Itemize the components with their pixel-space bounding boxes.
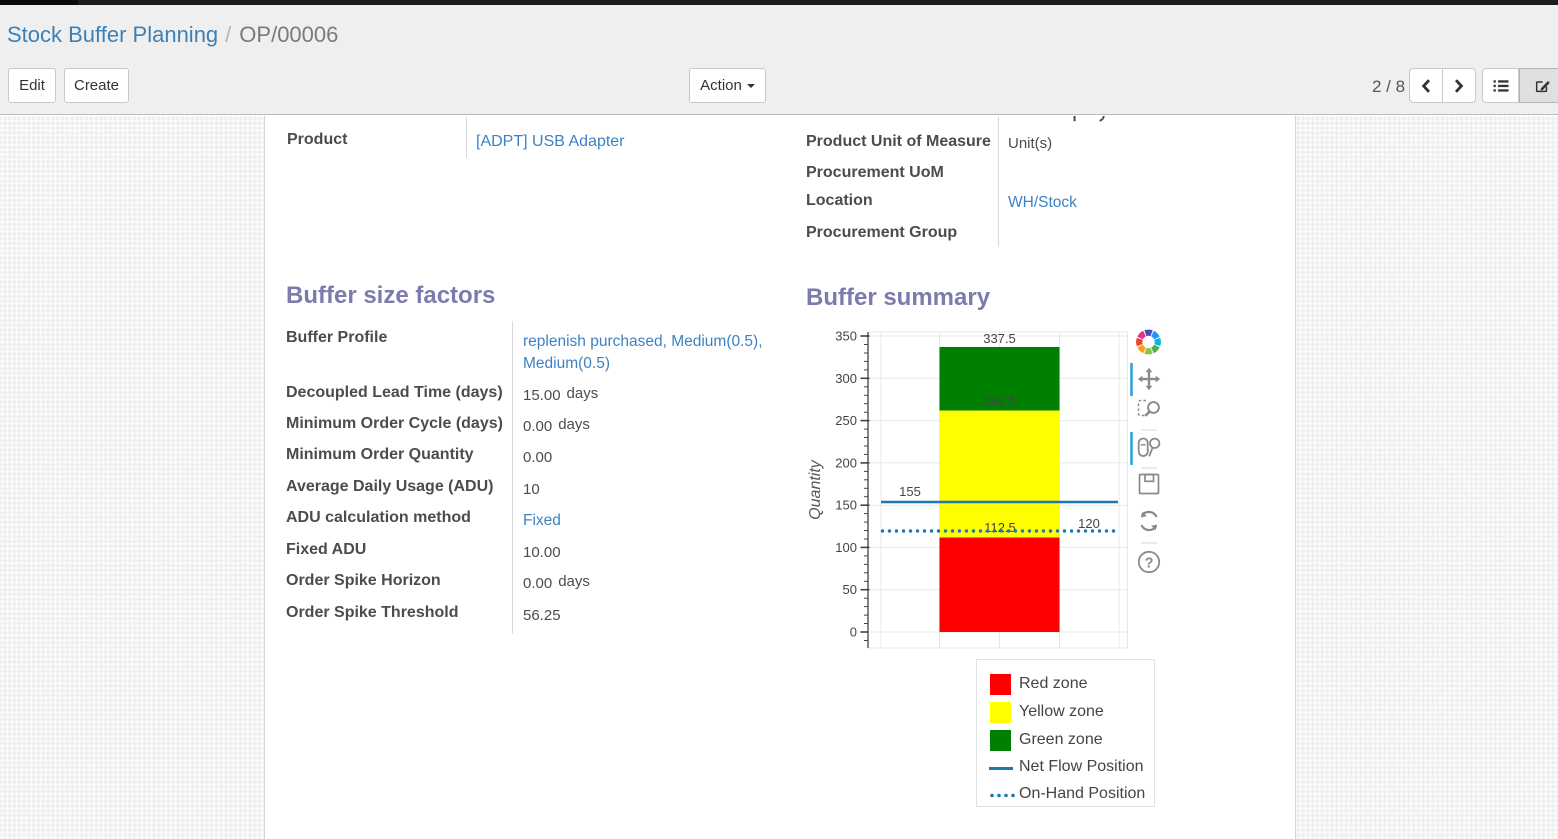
svg-text:150: 150 — [835, 498, 857, 513]
svg-text:350: 350 — [835, 329, 857, 344]
svg-text:50: 50 — [843, 582, 857, 597]
svg-text:250: 250 — [835, 413, 857, 428]
svg-text:120: 120 — [1078, 516, 1100, 531]
svg-text:200: 200 — [835, 455, 857, 470]
svg-text:112.5: 112.5 — [984, 520, 1016, 535]
svg-text:155: 155 — [899, 484, 921, 499]
svg-text:300: 300 — [835, 371, 857, 386]
svg-text:262.5: 262.5 — [984, 393, 1017, 408]
svg-text:0: 0 — [850, 625, 857, 640]
svg-text:100: 100 — [835, 540, 857, 555]
svg-text:337.5: 337.5 — [983, 331, 1016, 346]
svg-text:Quantity: Quantity — [807, 459, 824, 520]
svg-text:?: ? — [1145, 556, 1154, 572]
